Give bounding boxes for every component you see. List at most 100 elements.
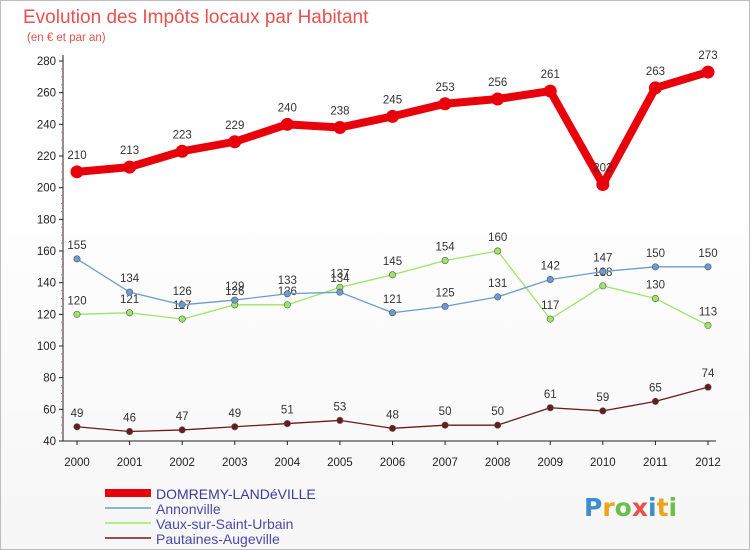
data-label: 50: [439, 406, 452, 418]
data-label: 133: [278, 275, 297, 287]
data-point: [388, 309, 396, 317]
data-point: [441, 256, 449, 264]
data-point: [280, 117, 294, 131]
axes: 40 60 80 100 120 140 160 180 200 220 240 260 280 2000…: [37, 55, 721, 469]
data-label: 126: [225, 286, 244, 298]
data-point: [648, 81, 662, 95]
y-tick-label: 280: [37, 56, 56, 68]
x-tick-label: 2000: [64, 457, 90, 469]
series-0: 210 213 223 229 240 238 245 253 256 261 202 263 273: [67, 50, 718, 191]
data-point: [388, 424, 396, 432]
data-label: 229: [225, 120, 244, 132]
y-tick-label: 160: [37, 246, 56, 258]
data-label: 125: [435, 287, 454, 299]
data-point: [704, 383, 712, 391]
data-point: [388, 271, 396, 279]
data-point: [336, 416, 344, 424]
data-point: [126, 427, 134, 435]
data-point: [73, 310, 81, 318]
data-point: [333, 121, 347, 134]
x-tick-label: 2001: [117, 457, 143, 469]
x-tick-label: 2012: [695, 457, 721, 469]
x-tick-label: 2007: [432, 457, 458, 469]
data-label: 129: [225, 281, 244, 293]
logo-letter: o: [615, 493, 632, 522]
data-label: 50: [491, 406, 504, 418]
data-point: [543, 84, 557, 98]
data-label: 137: [330, 268, 349, 280]
data-label: 46: [123, 413, 136, 425]
data-label: 134: [120, 273, 140, 285]
x-tick-label: 2009: [537, 457, 563, 469]
data-point: [178, 315, 186, 323]
y-tick-label: 240: [37, 119, 56, 131]
data-point: [546, 275, 554, 283]
data-point: [491, 92, 505, 106]
y-tick-label: 200: [37, 183, 56, 195]
y-tick-label: 260: [37, 88, 56, 100]
x-tick-label: 2005: [327, 457, 353, 469]
data-label: 51: [281, 405, 294, 417]
data-point: [494, 247, 502, 255]
data-point: [126, 288, 134, 296]
data-point: [70, 165, 84, 179]
data-point: [596, 178, 610, 191]
data-label: 126: [173, 286, 192, 298]
chart-subtitle: (en € et par an): [27, 32, 106, 44]
data-label: 59: [596, 392, 609, 404]
data-point: [546, 315, 554, 323]
data-label: 202: [593, 163, 612, 175]
data-point: [73, 423, 81, 431]
logo-text: Proxiti: [584, 493, 677, 522]
y-tick-label: 100: [37, 341, 56, 353]
data-point: [175, 144, 189, 158]
data-point: [283, 301, 291, 309]
data-label: 273: [698, 50, 717, 62]
y-tick-label: 140: [37, 278, 56, 290]
data-label: 245: [383, 94, 402, 106]
data-label: 150: [646, 248, 665, 260]
legend-label: Pautaines-Augeville: [156, 531, 280, 547]
data-point: [386, 109, 399, 123]
logo-letter: i: [669, 493, 678, 522]
data-point: [123, 160, 137, 174]
data-label: 121: [383, 294, 402, 306]
data-label: 48: [386, 409, 399, 421]
series-2: 120121117126126137145154160117138130113: [67, 232, 717, 329]
data-label: 134: [330, 273, 350, 285]
y-tick-label: 40: [43, 436, 56, 448]
data-label: 261: [541, 69, 560, 81]
data-label: 142: [541, 261, 560, 273]
data-label: 213: [120, 145, 139, 157]
data-label: 210: [67, 150, 86, 162]
data-point: [228, 135, 242, 149]
data-label: 47: [176, 411, 189, 423]
data-point: [704, 321, 712, 329]
data-label: 147: [593, 253, 612, 265]
data-label: 263: [646, 66, 665, 78]
data-point: [73, 255, 81, 263]
data-point: [704, 263, 712, 271]
data-point: [494, 421, 502, 429]
data-label: 145: [383, 256, 402, 268]
data-label: 61: [544, 389, 557, 401]
data-point: [494, 293, 502, 301]
data-point: [599, 407, 607, 415]
data-label: 256: [488, 77, 507, 89]
data-label: 49: [71, 408, 84, 420]
legend-label: Annonville: [156, 501, 221, 517]
data-point: [178, 426, 186, 434]
data-label: 253: [435, 82, 454, 94]
data-point: [283, 420, 291, 428]
data-label: 117: [541, 300, 559, 312]
proxiti-logo: Proxiti: [584, 493, 677, 522]
data-label: 150: [698, 248, 717, 260]
data-point: [546, 404, 554, 412]
legend-label: Vaux-sur-Saint-Urbain: [156, 516, 293, 532]
x-tick-label: 2011: [643, 457, 668, 469]
data-point: [231, 423, 239, 431]
x-tick-label: 2003: [222, 457, 248, 469]
data-point: [441, 302, 449, 310]
data-label: 131: [488, 278, 507, 290]
